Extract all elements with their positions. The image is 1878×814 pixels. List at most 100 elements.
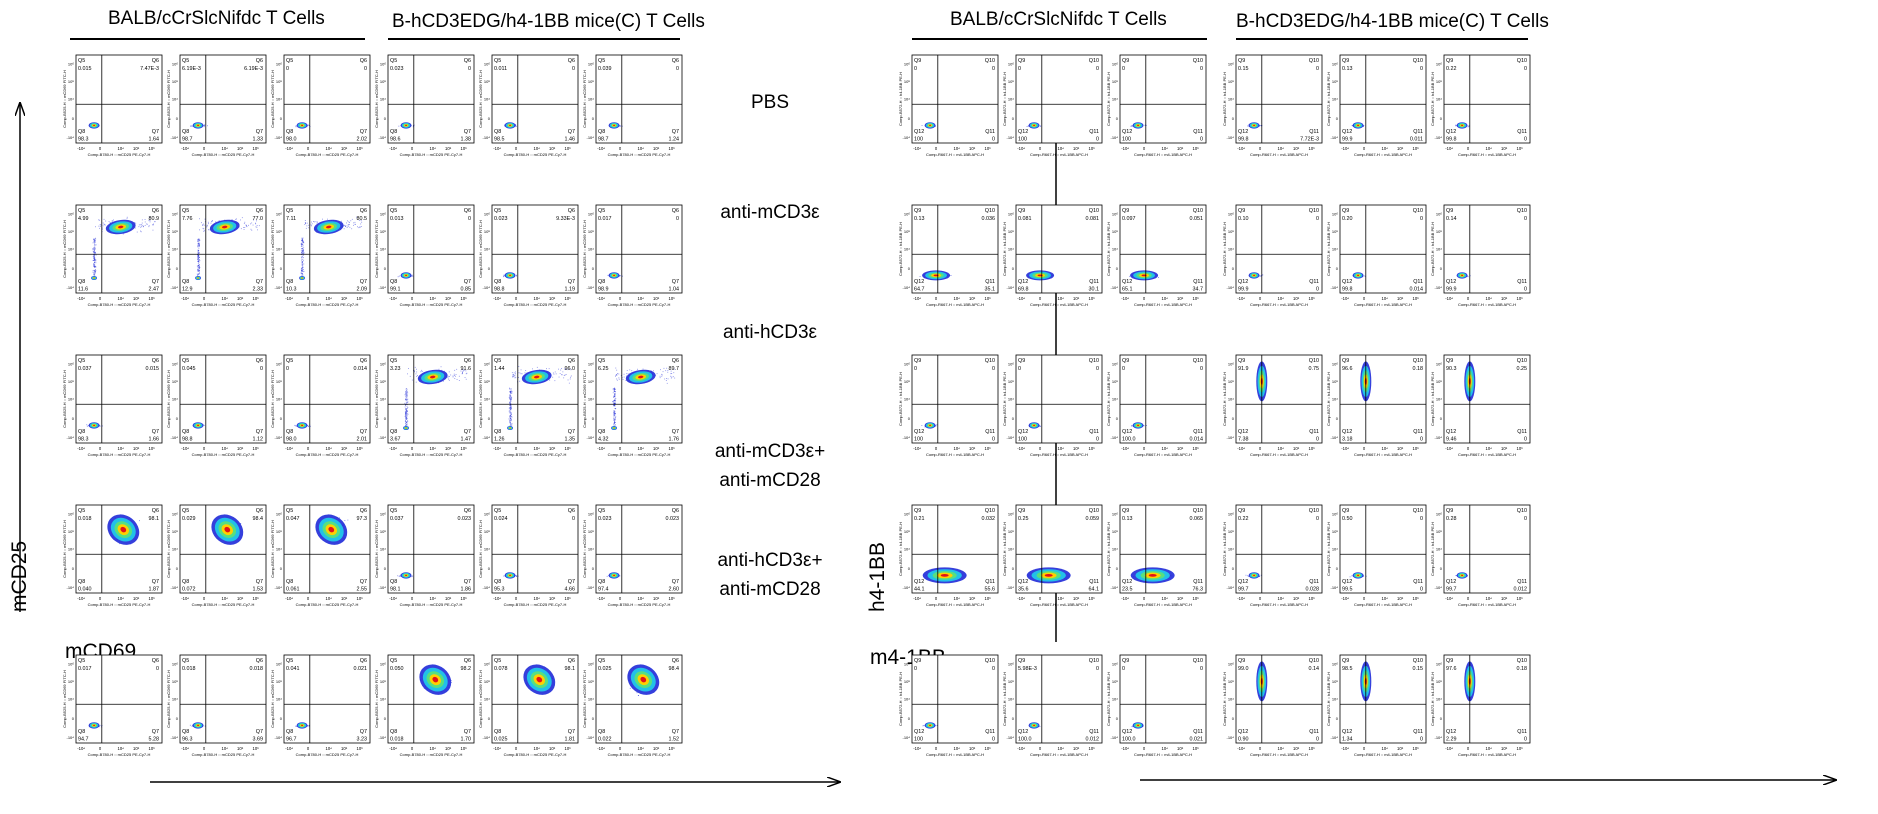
y-tick-label: 10⁵: [484, 229, 490, 234]
gate-name: Q10: [1517, 58, 1527, 64]
y-tick-label: 10⁴: [380, 97, 386, 102]
x-tick-label: 10⁶: [460, 296, 467, 301]
gate-name: Q9: [914, 208, 921, 214]
y-tick-label: -10⁴: [1435, 285, 1443, 290]
event-dot: [615, 375, 616, 377]
event-dot: [613, 411, 615, 413]
x-tick-label: 0: [935, 446, 938, 451]
event-dot: [93, 258, 95, 260]
event-dot: [198, 255, 200, 257]
y-tick-label: 10⁶: [68, 511, 74, 516]
event-dot: [513, 372, 515, 374]
event-dot: [94, 240, 96, 242]
event-dot: [197, 270, 199, 272]
event-dot: [561, 368, 562, 369]
x-tick-label: 10⁵: [445, 596, 452, 601]
x-tick-label: 10⁵: [653, 296, 660, 301]
gate-value: 4.99: [78, 216, 89, 222]
y-tick-label: -10⁴: [379, 135, 387, 140]
event-dot: [406, 399, 408, 400]
gate-name: Q6: [360, 658, 367, 664]
gate-name: Q12: [1342, 129, 1352, 135]
right-group2-underline: [1236, 38, 1528, 40]
gate-value: 0.037: [78, 366, 92, 372]
event-dot: [94, 238, 95, 240]
y-tick-label: 10⁴: [172, 697, 178, 702]
event-dot: [302, 269, 304, 271]
event-dot: [300, 273, 302, 275]
x-tick-label: -10⁴: [389, 146, 397, 151]
event-dot: [357, 226, 358, 228]
event-dot: [203, 125, 205, 127]
event-dot: [301, 264, 303, 266]
y-tick-label: 10⁵: [276, 529, 282, 534]
event-dot: [627, 373, 629, 375]
event-dot: [612, 401, 614, 403]
event-dot: [448, 371, 450, 373]
event-dot: [567, 379, 569, 381]
density-contour-4: [640, 676, 647, 683]
y-tick-label: -10⁴: [379, 585, 387, 590]
event-dot: [302, 240, 304, 242]
y-tick-label: 10⁶: [588, 211, 594, 216]
gate-value: 0.013: [390, 216, 404, 222]
event-dot: [510, 418, 512, 420]
event-dot: [208, 223, 209, 225]
event-dot: [509, 401, 511, 403]
gate-value: 0.017: [598, 216, 612, 222]
gate-name: Q7: [152, 279, 159, 285]
event-dot: [218, 220, 220, 221]
event-dot: [304, 220, 306, 221]
x-tick-label: 0: [515, 446, 518, 451]
event-dot: [95, 269, 96, 270]
event-dot: [95, 238, 97, 240]
event-dot: [447, 375, 449, 377]
plot-x-label: Comp-B780-H :: mCD25 PE-Cy7-H: [192, 152, 255, 157]
event-dot: [136, 231, 138, 233]
y-tick-label: 10⁴: [1228, 97, 1234, 102]
event-dot: [510, 406, 512, 407]
event-dot: [613, 423, 615, 424]
event-dot: [405, 412, 407, 414]
event-dot: [509, 394, 511, 396]
y-tick-label: 10⁴: [380, 697, 386, 702]
gate-name: Q6: [464, 58, 471, 64]
x-tick-label: 10⁵: [1073, 296, 1080, 301]
density-contour-4: [93, 424, 96, 426]
y-tick-label: 10⁵: [172, 379, 178, 384]
event-dot: [614, 417, 616, 418]
event-dot: [613, 410, 615, 412]
event-dot: [660, 369, 661, 371]
plot-y-label: Comp-B572-H :: h4-1BB PE-H: [898, 222, 903, 276]
y-tick-label: 10⁵: [1332, 229, 1338, 234]
event-dot: [210, 222, 212, 224]
x-tick-label: 10⁵: [341, 146, 348, 151]
gate-name: Q8: [598, 729, 605, 735]
gate-name: Q6: [672, 508, 679, 514]
x-tick-label: 10⁶: [1516, 146, 1523, 151]
event-dot: [405, 416, 407, 418]
event-dot: [198, 259, 200, 261]
event-dot: [438, 368, 440, 370]
condition-label-pbs: PBS: [685, 88, 855, 117]
event-dot: [95, 254, 97, 256]
event-dot: [301, 261, 303, 263]
x-tick-label: 10⁶: [984, 446, 991, 451]
y-tick-label: 10⁶: [276, 211, 282, 216]
gate-name: Q12: [1342, 279, 1352, 285]
gate-name: Q5: [182, 508, 189, 514]
event-dot: [618, 378, 620, 380]
y-tick-label: 0: [280, 266, 283, 271]
event-dot: [245, 224, 247, 226]
event-dot: [92, 248, 94, 250]
event-dot: [458, 380, 460, 381]
event-dot: [354, 221, 356, 223]
x-tick-label: -10⁴: [285, 446, 293, 451]
y-tick-label: 0: [280, 716, 283, 721]
event-dot: [554, 371, 556, 373]
x-tick-label: 0: [411, 146, 414, 151]
x-tick-label: 0: [1363, 296, 1366, 301]
event-dot: [613, 400, 615, 402]
